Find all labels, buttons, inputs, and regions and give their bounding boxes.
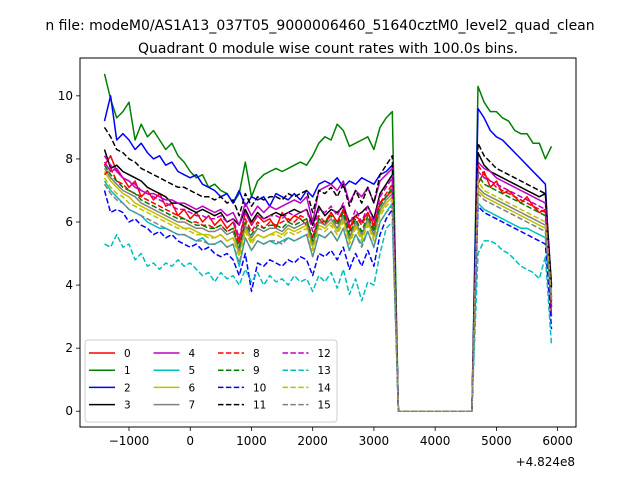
legend-label-8: 8 bbox=[253, 348, 260, 360]
series-line-13 bbox=[104, 221, 553, 412]
series-layer bbox=[103, 73, 553, 412]
y-tick-label: 6 bbox=[65, 215, 73, 229]
x-offset-label: +4.824e8 bbox=[516, 455, 575, 469]
y-tick-label: 2 bbox=[65, 341, 73, 355]
series-line-2 bbox=[103, 95, 553, 412]
x-tick-label: 1000 bbox=[236, 434, 267, 448]
legend-label-5: 5 bbox=[189, 365, 196, 377]
legend-label-2: 2 bbox=[124, 382, 131, 394]
legend-box bbox=[84, 339, 338, 423]
legend-label-10: 10 bbox=[253, 382, 266, 394]
legend-label-11: 11 bbox=[253, 400, 266, 412]
legend-label-9: 9 bbox=[253, 365, 260, 377]
figure-suptitle: n file: modeM0/AS1A13_037T05_9000006460_… bbox=[45, 18, 594, 34]
legend-label-12: 12 bbox=[318, 348, 331, 360]
series-line-8 bbox=[103, 164, 553, 412]
legend-label-7: 7 bbox=[189, 400, 196, 412]
y-tick-label: 10 bbox=[58, 89, 73, 103]
y-tick-label: 4 bbox=[65, 278, 73, 292]
y-tick-label: 0 bbox=[65, 404, 73, 418]
chart-title: Quadrant 0 module wise count rates with … bbox=[138, 41, 518, 57]
x-tick-label: 3000 bbox=[359, 434, 390, 448]
legend-label-1: 1 bbox=[124, 365, 131, 377]
plot-frame bbox=[79, 57, 577, 428]
x-tick-label: 2000 bbox=[297, 434, 328, 448]
series-line-14 bbox=[103, 177, 553, 412]
x-tick-label: 6000 bbox=[542, 434, 573, 448]
x-tick-label: 5000 bbox=[481, 434, 512, 448]
series-line-15 bbox=[103, 183, 553, 412]
legend-label-6: 6 bbox=[189, 382, 196, 394]
x-tick-label: 0 bbox=[186, 434, 194, 448]
legend-label-13: 13 bbox=[318, 365, 331, 377]
legend-label-0: 0 bbox=[124, 348, 131, 360]
y-axis: 0 2 4 6 8 10 bbox=[58, 89, 80, 418]
y-tick-label: 8 bbox=[65, 152, 73, 166]
legend-label-4: 4 bbox=[189, 348, 196, 360]
x-tick-label: 4000 bbox=[420, 434, 451, 448]
legend-label-15: 15 bbox=[318, 400, 331, 412]
x-tick-label: −1000 bbox=[109, 434, 150, 448]
legend-label-14: 14 bbox=[318, 382, 332, 394]
x-axis: −1000 0 1000 2000 3000 4000 5000 6000 bbox=[109, 427, 573, 448]
legend-label-3: 3 bbox=[124, 400, 131, 412]
